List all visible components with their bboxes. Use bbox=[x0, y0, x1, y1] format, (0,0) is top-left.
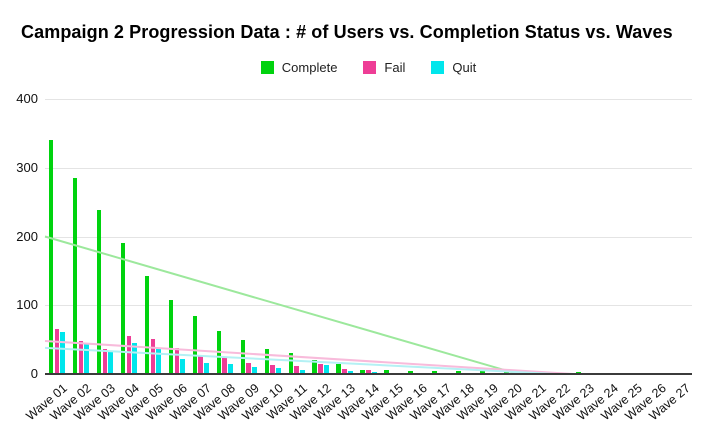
y-tick-100: 100 bbox=[16, 297, 38, 313]
legend-item-complete[interactable]: Complete bbox=[260, 60, 338, 75]
bars-layer bbox=[45, 99, 692, 374]
legend-label-complete: Complete bbox=[281, 60, 338, 75]
legend: Complete Fail Quit bbox=[45, 60, 692, 75]
bar-quit-wave-03 bbox=[108, 352, 113, 374]
legend-label-quit: Quit bbox=[452, 60, 477, 75]
bar-fail-wave-01 bbox=[54, 329, 60, 374]
y-axis-tick-labels: 400 300 200 100 0 bbox=[0, 91, 38, 381]
bar-complete-wave-04 bbox=[120, 243, 126, 374]
bar-complete-wave-11 bbox=[288, 353, 294, 374]
bar-complete-wave-23 bbox=[576, 371, 581, 374]
legend-item-quit[interactable]: Quit bbox=[431, 60, 476, 75]
legend-swatch-quit-icon bbox=[431, 61, 445, 74]
bar-quit-wave-04 bbox=[132, 343, 137, 374]
bar-fail-wave-06 bbox=[174, 347, 180, 374]
bar-fail-wave-07 bbox=[198, 354, 204, 374]
gridline-300 bbox=[45, 167, 692, 169]
bar-quit-wave-06 bbox=[180, 358, 185, 374]
x-axis-tick-labels: Wave 01 Wave 02 Wave 03 Wave 04 Wave 05 Wave … bbox=[24, 374, 693, 438]
bar-fail-wave-03 bbox=[102, 349, 108, 374]
bar-fail-wave-04 bbox=[126, 335, 132, 374]
bar-fail-wave-08 bbox=[222, 358, 227, 374]
bar-complete-wave-03 bbox=[96, 210, 102, 374]
y-tick-0: 0 bbox=[30, 366, 38, 381]
legend-item-fail[interactable]: Fail bbox=[363, 60, 405, 75]
x-axis-line bbox=[45, 373, 692, 375]
bar-fail-wave-02 bbox=[78, 341, 84, 374]
gridline-400 bbox=[45, 99, 692, 100]
bar-complete-wave-06 bbox=[168, 299, 174, 374]
legend-label-fail: Fail bbox=[384, 60, 406, 75]
bar-complete-wave-07 bbox=[192, 315, 198, 374]
y-tick-300: 300 bbox=[16, 159, 38, 175]
bar-fail-wave-05 bbox=[150, 338, 156, 374]
bar-complete-wave-10 bbox=[264, 348, 270, 374]
bar-complete-wave-01 bbox=[48, 140, 54, 374]
bar-complete-wave-12 bbox=[312, 359, 318, 374]
legend-swatch-fail-icon bbox=[363, 61, 377, 74]
y-tick-200: 200 bbox=[16, 228, 38, 244]
y-tick-400: 400 bbox=[16, 91, 38, 106]
bar-complete-wave-02 bbox=[72, 178, 78, 374]
plot-area bbox=[44, 99, 692, 375]
bar-complete-wave-05 bbox=[144, 276, 150, 374]
bar-complete-wave-08 bbox=[216, 331, 222, 374]
bar-quit-wave-02 bbox=[84, 344, 90, 374]
legend-swatch-complete-icon bbox=[260, 61, 274, 74]
bar-complete-wave-09 bbox=[240, 339, 246, 374]
bar-quit-wave-01 bbox=[60, 332, 66, 374]
chart-title: Campaign 2 Progression Data : # of Users… bbox=[21, 22, 673, 42]
bar-quit-wave-05 bbox=[156, 347, 161, 374]
